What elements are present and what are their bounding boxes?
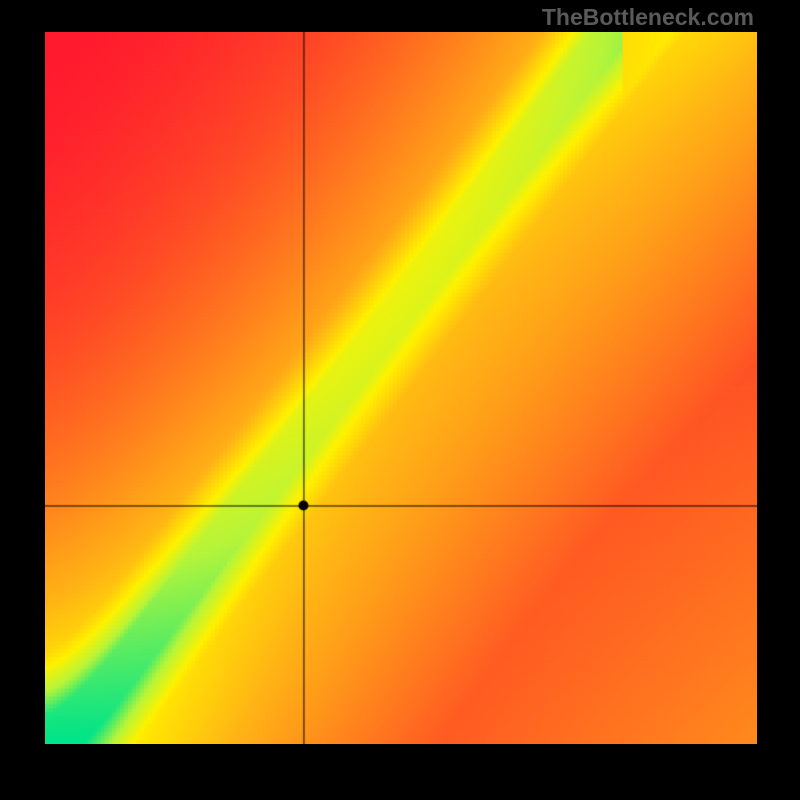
bottleneck-heatmap [45, 32, 757, 744]
watermark-text: TheBottleneck.com [542, 4, 754, 31]
chart-frame [45, 32, 757, 744]
